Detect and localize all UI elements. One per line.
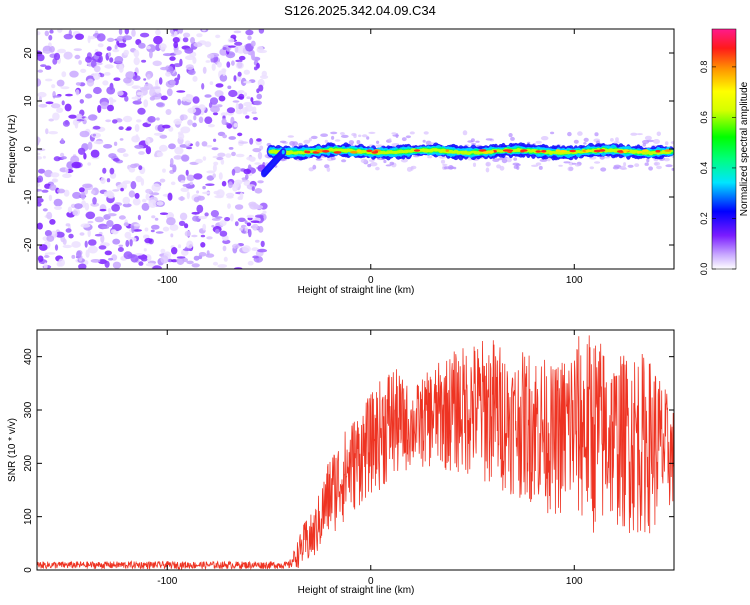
colorbar-label: Normalized spectral amplitude — [739, 81, 750, 216]
colorbar-tick-label: 0.2 — [699, 212, 709, 225]
snr-x-label: Height of straight line (km) — [298, 585, 415, 596]
x-tick-label: 0 — [368, 576, 374, 587]
colorbar-tick-label: 0.4 — [699, 162, 709, 175]
x-tick-label: -100 — [157, 275, 177, 286]
snr-series-line — [37, 335, 674, 570]
x-tick-label: 100 — [566, 576, 583, 587]
snr-y-axis: 0 100 200 300 400 — [23, 348, 674, 573]
y-tick-label: 0 — [23, 146, 34, 152]
x-tick-label: 100 — [566, 275, 583, 286]
y-tick-label: 200 — [23, 455, 34, 472]
spectrogram-x-axis: -100 0 100 — [157, 29, 583, 286]
y-tick-label: 400 — [23, 348, 34, 365]
x-tick-label: 0 — [368, 275, 374, 286]
snr-panel: -100 0 100 0 100 200 300 400 Height of straigh… — [7, 329, 675, 596]
y-tick-label: 0 — [23, 567, 34, 573]
spectrogram-signal-band — [260, 130, 674, 178]
snr-x-axis: -100 0 100 — [157, 330, 583, 587]
y-tick-label: 100 — [23, 508, 34, 525]
spectrogram-y-label: Frequency (Hz) — [7, 115, 18, 184]
colorbar-gradient — [712, 29, 736, 269]
colorbar-frame — [711, 28, 737, 270]
y-tick-label: 10 — [23, 95, 34, 107]
colorbar-tick-label: 0.0 — [699, 263, 709, 276]
snr-frame — [36, 329, 675, 571]
colorbar: 0.0 0.2 0.4 0.6 0.8 Normalized spectral ampl… — [699, 28, 750, 276]
y-tick-label: 20 — [23, 47, 34, 59]
spectrogram-x-label: Height of straight line (km) — [298, 285, 415, 296]
snr-y-label: SNR (10 * v/v) — [7, 418, 18, 482]
colorbar-tick-label: 0.6 — [699, 111, 709, 124]
colorbar-tick-label: 0.8 — [699, 61, 709, 74]
y-tick-label: 300 — [23, 401, 34, 418]
colorbar-ticks: 0.0 0.2 0.4 0.6 0.8 — [699, 61, 736, 276]
figure-title: S126.2025.342.04.09.C34 — [284, 3, 436, 18]
spectrogram-y-axis: -20 -10 0 10 20 — [23, 47, 674, 252]
spectrogram-noise-field — [37, 29, 269, 269]
y-tick-label: -10 — [23, 189, 34, 204]
x-tick-label: -100 — [157, 576, 177, 587]
y-tick-label: -20 — [23, 237, 34, 252]
